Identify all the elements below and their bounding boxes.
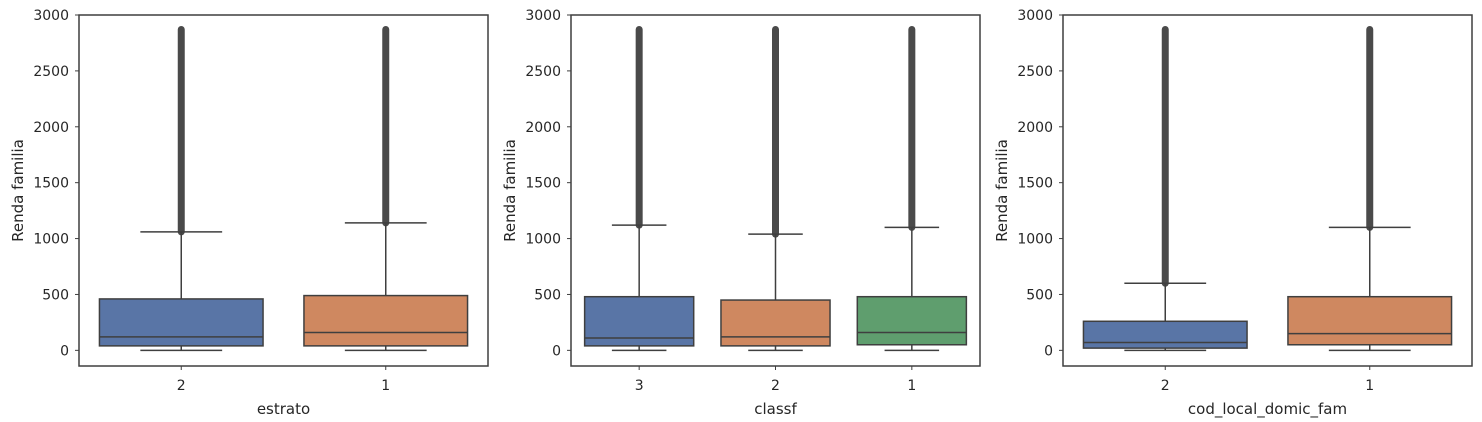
chart-2: 0 500 1000 1500 2000 2500 3000 3 2 1 classf Renda f… [501, 8, 981, 418]
y-tick-label: 500 [42, 287, 69, 303]
plot-frame [78, 14, 489, 367]
y-tick-label: 2000 [525, 120, 561, 136]
y-tick-label: 500 [534, 287, 561, 303]
box-2 [720, 299, 831, 347]
x-tick-label: 1 [381, 378, 390, 394]
y-tick-label: 2000 [1017, 120, 1053, 136]
y-tick-label: 0 [552, 343, 561, 359]
y-tick-label: 1500 [33, 176, 69, 192]
y-tick-label: 1500 [1017, 176, 1053, 192]
y-tick-label: 1500 [525, 176, 561, 192]
box-2 [1082, 320, 1248, 349]
y-tick-label: 1000 [33, 232, 69, 248]
y-axis-label: Renda familia [9, 139, 27, 242]
y-tick-label: 1000 [525, 232, 561, 248]
y-axis-label: Renda familia [993, 139, 1011, 242]
x-tick-label: 2 [177, 378, 186, 394]
y-tick-label: 2000 [33, 120, 69, 136]
x-tick-label: 1 [1365, 378, 1374, 394]
chart-3: 0 500 1000 1500 2000 2500 3000 2 1 cod_local_domi… [993, 8, 1473, 419]
box-1 [856, 295, 968, 346]
box-2 [98, 298, 264, 347]
x-axis-label: estrato [257, 400, 310, 418]
x-tick-label: 2 [1161, 378, 1170, 394]
y-tick-label: 2500 [1017, 64, 1053, 80]
y-tick-label: 2500 [525, 64, 561, 80]
chart-1: 0 500 1000 1500 2000 2500 3000 2 1 estrato Renda f… [9, 8, 489, 418]
x-tick-label: 2 [771, 378, 780, 394]
y-tick-label: 3000 [525, 8, 561, 24]
y-axis-label: Renda familia [501, 139, 519, 242]
plot-frame [570, 14, 981, 367]
y-tick-label: 2500 [33, 64, 69, 80]
y-tick-label: 0 [60, 343, 69, 359]
plot-frame [1062, 14, 1473, 367]
x-axis-label: classf [754, 400, 797, 418]
x-tick-label: 1 [907, 378, 916, 394]
box-1 [303, 294, 469, 347]
y-tick-label: 3000 [1017, 8, 1053, 24]
y-tick-label: 1000 [1017, 232, 1053, 248]
y-tick-label: 0 [1044, 343, 1053, 359]
y-tick-label: 500 [1026, 287, 1053, 303]
x-tick-label: 3 [635, 378, 644, 394]
y-tick-label: 3000 [33, 8, 69, 24]
box-1 [1287, 295, 1453, 346]
x-axis-label: cod_local_domic_fam [1188, 400, 1347, 419]
